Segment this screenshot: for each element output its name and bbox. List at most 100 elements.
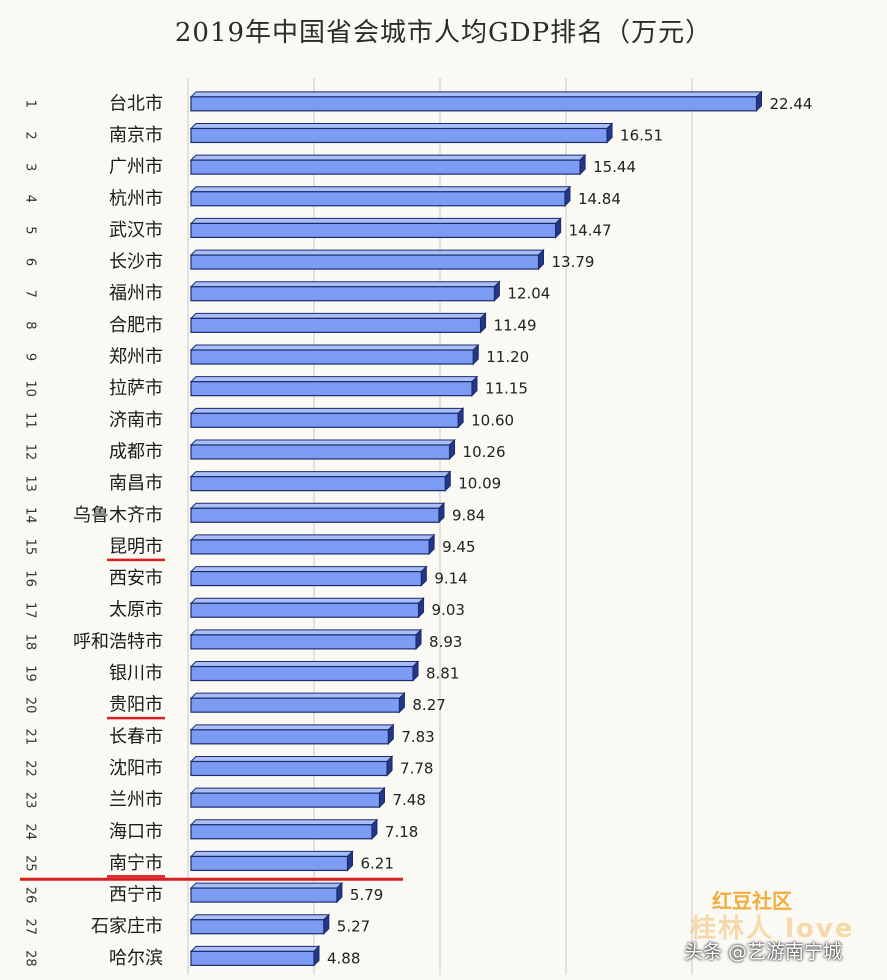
bar — [190, 729, 389, 745]
category-label: 贵阳市 — [109, 695, 163, 716]
value-label: 16.51 — [620, 126, 663, 144]
value-label: 9.03 — [432, 601, 465, 619]
category-label: 银川市 — [109, 663, 163, 684]
bar-top — [189, 344, 480, 351]
rank-label: 9 — [23, 353, 38, 361]
category-label: 南京市 — [109, 125, 163, 146]
rank-label: 24 — [23, 824, 38, 841]
value-label: 22.44 — [769, 95, 812, 113]
rank-label: 15 — [23, 539, 38, 556]
value-label: 14.84 — [578, 190, 621, 208]
value-label: 10.26 — [463, 443, 506, 461]
bar — [190, 222, 557, 239]
category-label: 西安市 — [109, 568, 163, 589]
rank-label: 25 — [23, 855, 38, 872]
bar — [190, 317, 482, 333]
value-label: 7.18 — [385, 823, 418, 841]
rank-label: 19 — [23, 665, 38, 682]
rank-label: 7 — [23, 290, 38, 298]
value-label: 10.09 — [458, 475, 501, 493]
bar-top — [189, 534, 436, 541]
value-label: 6.21 — [360, 854, 393, 872]
bar-top — [189, 914, 331, 921]
category-label: 呼和浩特市 — [73, 631, 163, 652]
value-label: 11.15 — [485, 380, 528, 398]
value-label: 9.84 — [452, 506, 485, 524]
bar-top — [189, 281, 501, 288]
rank-label: 22 — [23, 760, 38, 777]
value-label: 11.20 — [486, 348, 529, 366]
bar-top — [189, 692, 406, 699]
rank-label: 28 — [23, 950, 38, 967]
rank-label: 12 — [23, 444, 38, 461]
bar — [190, 697, 401, 713]
category-label: 太原市 — [109, 600, 163, 621]
bar — [190, 919, 325, 935]
category-label: 沈阳市 — [109, 758, 163, 779]
bar-top — [189, 755, 394, 762]
bar — [190, 665, 414, 682]
value-label: 14.47 — [569, 221, 612, 239]
bar-top — [189, 661, 420, 668]
bar-top — [189, 787, 386, 794]
bar-top — [189, 217, 562, 224]
rank-label: 1 — [23, 100, 38, 108]
category-label: 济南市 — [109, 410, 163, 431]
rank-label: 23 — [23, 792, 38, 809]
category-label: 长沙市 — [109, 252, 163, 273]
rank-label: 2 — [23, 131, 38, 139]
bar — [190, 127, 608, 144]
rank-label: 5 — [23, 226, 38, 234]
value-label: 5.27 — [337, 918, 370, 936]
category-label: 台北市 — [109, 93, 163, 114]
bar-top — [189, 502, 446, 509]
watermark-logo-text: 桂林人 love — [690, 914, 855, 944]
category-label: 郑州市 — [109, 347, 163, 368]
value-label: 10.60 — [471, 411, 514, 429]
bar — [190, 950, 315, 966]
bar — [190, 792, 381, 808]
category-label: 广州市 — [109, 157, 163, 178]
value-label: 9.14 — [434, 570, 467, 588]
category-label: 昆明市 — [109, 536, 163, 557]
bar-top — [189, 91, 763, 98]
value-label: 15.44 — [593, 158, 636, 176]
category-label: 拉萨市 — [109, 378, 163, 399]
value-label: 4.88 — [327, 949, 360, 967]
value-label: 13.79 — [552, 253, 595, 271]
bar-top — [189, 249, 545, 256]
bar-top — [189, 597, 425, 604]
category-label: 兰州市 — [109, 790, 163, 811]
rank-label: 27 — [23, 918, 38, 935]
bar — [190, 159, 581, 175]
bar — [190, 824, 373, 840]
rank-label: 18 — [23, 634, 38, 651]
category-label: 长春市 — [109, 726, 163, 747]
bar — [190, 254, 540, 270]
value-label: 9.45 — [442, 538, 475, 556]
bar-top — [189, 376, 479, 383]
value-label: 8.93 — [429, 633, 462, 651]
bar — [190, 887, 338, 903]
bar — [190, 476, 446, 492]
value-label: 7.48 — [392, 791, 425, 809]
category-label: 哈尔滨 — [109, 948, 163, 969]
category-label: 西宁市 — [109, 885, 163, 906]
category-label: 海口市 — [109, 821, 163, 842]
bar-top — [189, 566, 428, 573]
chart-title: 2019年中国省会城市人均GDP排名（万元） — [174, 18, 713, 48]
bar — [190, 191, 566, 207]
category-label: 南昌市 — [109, 473, 163, 494]
rank-label: 26 — [23, 887, 38, 904]
bar — [190, 760, 388, 777]
watermark-credit: 头条 @艺游南宁城 — [684, 941, 843, 963]
bar — [190, 634, 417, 650]
bar-top — [189, 629, 423, 636]
rank-label: 8 — [23, 321, 38, 329]
category-label: 南宁市 — [109, 853, 163, 874]
bar-top — [189, 154, 587, 161]
bar-top — [189, 439, 456, 446]
bar — [190, 602, 420, 618]
